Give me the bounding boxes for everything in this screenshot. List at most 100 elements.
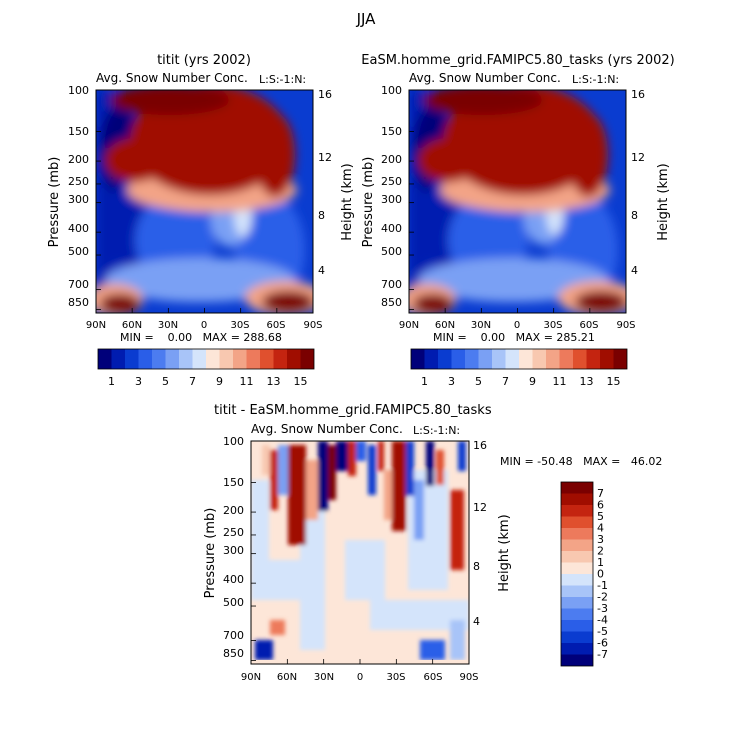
panel-1-yaxis-right: 16 12 8 4 <box>318 88 332 277</box>
panel-3-colorbar-label: -7 <box>597 648 608 661</box>
panel-2-xtick-label: 60N <box>435 320 455 331</box>
panel-2-xtick-label: 0 <box>514 320 520 331</box>
panel-2-colorbar-label: 3 <box>448 375 455 388</box>
panel-3-colorbar-label: 1 <box>597 556 604 569</box>
panel-3-colorbar-label: 0 <box>597 568 604 581</box>
panel-2-ytick-label: 150 <box>381 125 402 138</box>
panel-3: titit - EaSM.homme_grid.FAMIPC5.80_tasks… <box>203 403 662 683</box>
panel-1-xtick-label: 0 <box>201 320 207 331</box>
panel-1-yaxis-left: 100 150 200 250 300 400 500 700 850 <box>68 84 89 309</box>
panel-1-subtitle: Avg. Snow Number Conc. <box>96 71 248 85</box>
panel-1-field <box>96 90 313 313</box>
panel-1-ytick-right-label: 16 <box>318 88 332 101</box>
panel-2-xtick-label: 90N <box>399 320 419 331</box>
panel-1-colorbar-label: 3 <box>135 375 142 388</box>
panel-1-colorbar-label: 1 <box>108 375 115 388</box>
panel-2-ytick-label: 500 <box>381 245 402 258</box>
panel-2-colorbar-label: 7 <box>502 375 509 388</box>
panel-2-corner-label: L:S:-1:N: <box>572 73 619 86</box>
panel-2-plot-area <box>409 90 626 313</box>
panel-3-ytick-label: 250 <box>223 526 244 539</box>
panel-1-xtick-label: 60S <box>266 320 285 331</box>
panel-1-corner-label: L:S:-1:N: <box>259 73 306 86</box>
panel-1-colorbar-label: 7 <box>189 375 196 388</box>
panel-1-stats: MIN = 0.00 MAX = 288.68 <box>120 331 282 344</box>
panel-2-xaxis: 90N 60N 30N 0 30S 60S 90S <box>399 320 636 331</box>
panel-2-colorbar-label: 11 <box>553 375 567 388</box>
panel-1-ytick-right-label: 12 <box>318 151 332 164</box>
panel-2-xtick-label: 60S <box>579 320 598 331</box>
panel-1-ytick-label: 300 <box>68 193 89 206</box>
panel-2-ytick-right-label: 12 <box>631 151 645 164</box>
panel-2-title: EaSM.homme_grid.FAMIPC5.80_tasks (yrs 20… <box>361 53 674 68</box>
panel-2-colorbar-label: 1 <box>421 375 428 388</box>
panel-3-ytick-right-label: 16 <box>473 439 487 452</box>
panel-3-colorbar-label: -6 <box>597 637 608 650</box>
panel-2-colorbar-label: 15 <box>607 375 621 388</box>
panel-1-ytick-label: 250 <box>68 175 89 188</box>
panel-3-ytick-right-label: 4 <box>473 615 480 628</box>
panel-3-colorbar-label: -3 <box>597 602 608 615</box>
panel-3-stats: MIN = -50.48 MAX = 46.02 <box>500 455 662 468</box>
panel-2-colorbar-labels: 1 3 5 7 9 11 13 15 <box>421 375 621 388</box>
panel-1-xaxis: 90N 60N 30N 0 30S 60S 90S <box>86 320 323 331</box>
panel-3-subtitle: Avg. Snow Number Conc. <box>251 422 403 436</box>
panel-3-yaxis-left: 100 150 200 250 300 400 500 700 850 <box>223 435 244 660</box>
panel-2-ytick-label: 400 <box>381 222 402 235</box>
panel-3-colorbar <box>560 481 594 667</box>
panel-3-ytick-right-label: 12 <box>473 501 487 514</box>
panel-3-ytick-label: 400 <box>223 573 244 586</box>
panel-2-xtick-label: 30S <box>543 320 562 331</box>
panel-3-xaxis: 90N 60N 30N 0 30S 60S 90S <box>241 672 479 683</box>
panel-2-ytick-label: 700 <box>381 278 402 291</box>
panel-2-colorbar-label: 13 <box>580 375 594 388</box>
panel-3-colorbar-label: 2 <box>597 545 604 558</box>
panel-3-corner-label: L:S:-1:N: <box>413 424 460 437</box>
panel-3-ylabel-right: Height (km) <box>497 514 512 591</box>
panel-2-xtick-label: 30N <box>471 320 491 331</box>
panel-3-ytick-label: 100 <box>223 435 244 448</box>
panel-3-xtick-label: 60S <box>423 672 442 683</box>
panel-1-ytick-label: 500 <box>68 245 89 258</box>
panel-2-yaxis-left: 100 150 200 250 300 400 500 700 850 <box>381 84 402 309</box>
panel-3-colorbar-label: 3 <box>597 533 604 546</box>
panel-1-colorbar-labels: 1 3 5 7 9 11 13 15 <box>108 375 308 388</box>
panel-1-xtick-label: 30S <box>230 320 249 331</box>
panel-1-title: titit (yrs 2002) <box>157 53 251 68</box>
panel-2-ytick-label: 300 <box>381 193 402 206</box>
panel-3-ytick-label: 850 <box>223 647 244 660</box>
panel-3-ytick-label: 300 <box>223 544 244 557</box>
panel-2-ylabel-right: Height (km) <box>656 163 671 240</box>
panel-2-colorbar-label: 9 <box>529 375 536 388</box>
panel-3-xtick-label: 30S <box>386 672 405 683</box>
panel-1-ytick-right-label: 8 <box>318 209 325 222</box>
panel-1-colorbar-label: 5 <box>162 375 169 388</box>
panel-2-stats: MIN = 0.00 MAX = 285.21 <box>433 331 595 344</box>
panel-1-colorbar-label: 15 <box>294 375 308 388</box>
panel-3-xtick-label: 30N <box>314 672 334 683</box>
panel-3-colorbar-labels: 7 6 5 4 3 2 1 0 -1 -2 -3 -4 -5 -6 -7 <box>597 487 608 661</box>
panel-3-colorbar-label: -4 <box>597 614 608 627</box>
panel-3-ytick-right-label: 8 <box>473 560 480 573</box>
panel-3-yaxis-right: 16 12 8 4 <box>473 439 487 628</box>
panel-3-ytick-label: 500 <box>223 596 244 609</box>
panel-1-xtick-label: 30N <box>158 320 178 331</box>
panel-2: EaSM.homme_grid.FAMIPC5.80_tasks (yrs 20… <box>361 53 675 388</box>
panel-1-ytick-label: 400 <box>68 222 89 235</box>
panel-2-field <box>409 90 626 313</box>
panel-1-ytick-label: 100 <box>68 84 89 97</box>
panel-3-field <box>251 441 469 660</box>
panel-2-ytick-right-label: 16 <box>631 88 645 101</box>
panel-3-plot-area <box>251 441 469 664</box>
panel-2-subtitle: Avg. Snow Number Conc. <box>409 71 561 85</box>
panel-2-ytick-right-label: 4 <box>631 264 638 277</box>
panel-3-title: titit - EaSM.homme_grid.FAMIPC5.80_tasks <box>214 403 492 418</box>
panel-3-ylabel: Pressure (mb) <box>203 508 218 599</box>
panel-1-ylabel: Pressure (mb) <box>47 157 62 248</box>
panel-3-colorbar-label: -5 <box>597 625 608 638</box>
panel-1-ytick-label: 850 <box>68 296 89 309</box>
panel-3-ticks <box>250 440 470 664</box>
panel-2-yaxis-right: 16 12 8 4 <box>631 88 645 277</box>
panel-2-colorbar <box>410 348 628 370</box>
